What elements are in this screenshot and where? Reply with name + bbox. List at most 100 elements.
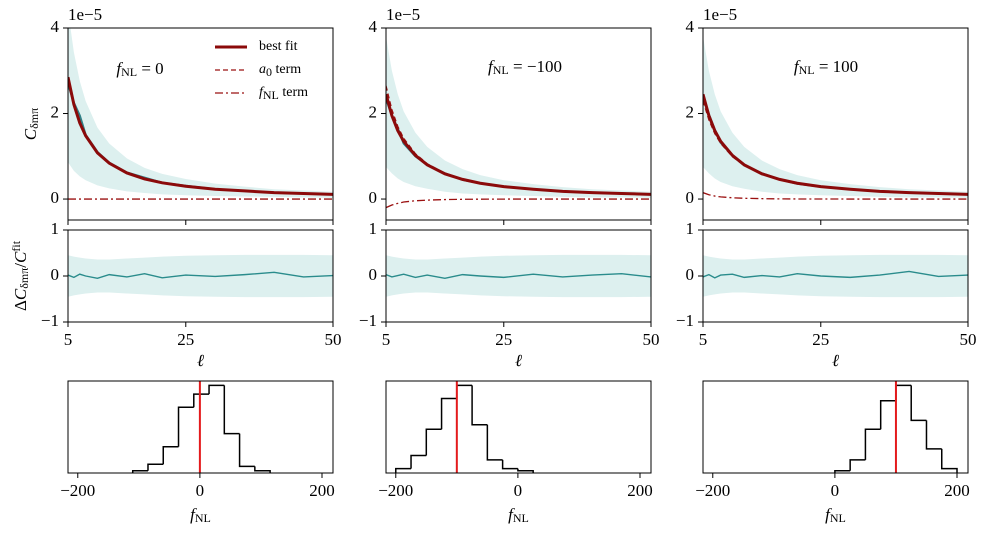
offset-label: 1e−5 [386,5,420,24]
x-tick-label: 0 [196,481,205,500]
annotation-part: NL [121,65,137,79]
x-tick-label: 0 [831,481,840,500]
histogram-bin [208,384,225,395]
histogram-bin [940,448,958,473]
axes-frame [702,27,969,221]
annotation-part: NL [799,63,815,77]
annotation-part: = 100 [815,57,859,76]
x-tick-label: 50 [643,330,660,349]
data-line [703,270,968,279]
y-axis-label-part: δmπ [17,268,31,289]
plot-area [395,381,534,473]
x-axis-label: ℓ [515,351,522,370]
y-tick-label: 2 [51,102,60,121]
plot-area [703,36,968,200]
y-axis-label-part: C [11,251,30,263]
x-tick-label: 5 [382,330,391,349]
plot-area [131,381,271,473]
x-axis-label-part: NL [830,511,846,525]
legend-label: a0 term [259,62,301,79]
series-line [386,198,651,209]
legend-label-part: NL [263,88,279,102]
plot-area [386,254,651,298]
axes-frame [67,229,334,323]
y-tick-label: −1 [359,311,377,330]
plot-area [703,254,968,298]
histogram-bin [879,399,896,430]
histogram-bin [425,428,442,456]
y-tick-label: 1 [51,219,60,238]
y-axis-label-part: C [21,128,40,140]
legend-label-part: term [272,62,301,77]
x-axis-label: fNL [190,505,211,525]
y-axis-label-part: / [11,263,30,268]
histogram-bin [864,428,881,460]
annotation: fNL = 0 [116,59,163,79]
histogram-bin [471,385,488,426]
legend-label: fNL term [259,85,308,102]
error-band [703,36,968,198]
axes-frame [385,380,652,474]
series-line [386,93,651,196]
y-tick-label: 0 [51,265,60,284]
y-axis-label-part: C [11,288,30,300]
annotation-part: = 0 [137,59,164,78]
y-tick-label: 4 [686,17,695,36]
legend-label-part: f [259,85,265,100]
legend-label-part: term [279,85,308,100]
x-tick-label: 50 [960,330,977,349]
x-axis-label-part: f [190,505,197,524]
plot-area [834,381,958,473]
histogram-bin [440,397,457,430]
histogram-bin [193,393,210,408]
plot-area [68,254,333,298]
y-tick-label: 1 [686,219,695,238]
histogram-bin [517,468,534,473]
x-tick-label: 200 [309,481,335,500]
x-tick-label: 200 [627,481,653,500]
annotation: fNL = 100 [794,57,858,77]
x-tick-label: 200 [944,481,970,500]
plot-area [68,28,333,200]
annotation-part: f [794,57,801,76]
x-axis-label: fNL [825,505,846,525]
y-axis-label: ΔCδmπ/Cfit [9,240,31,311]
axes-frame [67,380,334,474]
axes-frame [385,229,652,323]
axes-frame [702,380,969,474]
annotation: fNL = −100 [488,57,562,77]
x-axis-label-part: f [508,505,515,524]
histogram-bin [223,385,240,435]
y-tick-label: 2 [686,102,695,121]
x-axis-label-part: f [825,505,832,524]
y-axis-label-part: Δ [11,300,30,311]
y-tick-label: −1 [676,311,694,330]
legend-label-part: a [259,62,266,77]
x-tick-label: 25 [812,330,829,349]
histogram-bin [834,470,851,473]
series-line [68,76,333,196]
y-tick-label: 4 [51,17,60,36]
x-tick-label: −200 [378,481,413,500]
x-axis-label-part: NL [513,511,529,525]
x-tick-label: 5 [699,330,708,349]
x-tick-label: 25 [177,330,194,349]
histogram-bin [395,467,412,473]
y-tick-label: 0 [686,188,695,207]
x-tick-label: −200 [695,481,730,500]
axes-frame [385,27,652,221]
y-axis-label-part: fit [9,240,23,251]
y-axis-label: Cδmπ [21,108,41,140]
histogram-bin [254,466,271,473]
x-axis-label-part: ℓ [197,351,204,370]
y-tick-label: −1 [41,311,59,330]
axes-frame [702,229,969,323]
series-line [703,192,968,200]
histogram-bin [456,384,473,399]
y-tick-label: 2 [369,102,378,121]
histogram-bin [238,433,255,468]
histogram-bin [131,470,148,473]
legend-label-part: 0 [266,65,272,79]
